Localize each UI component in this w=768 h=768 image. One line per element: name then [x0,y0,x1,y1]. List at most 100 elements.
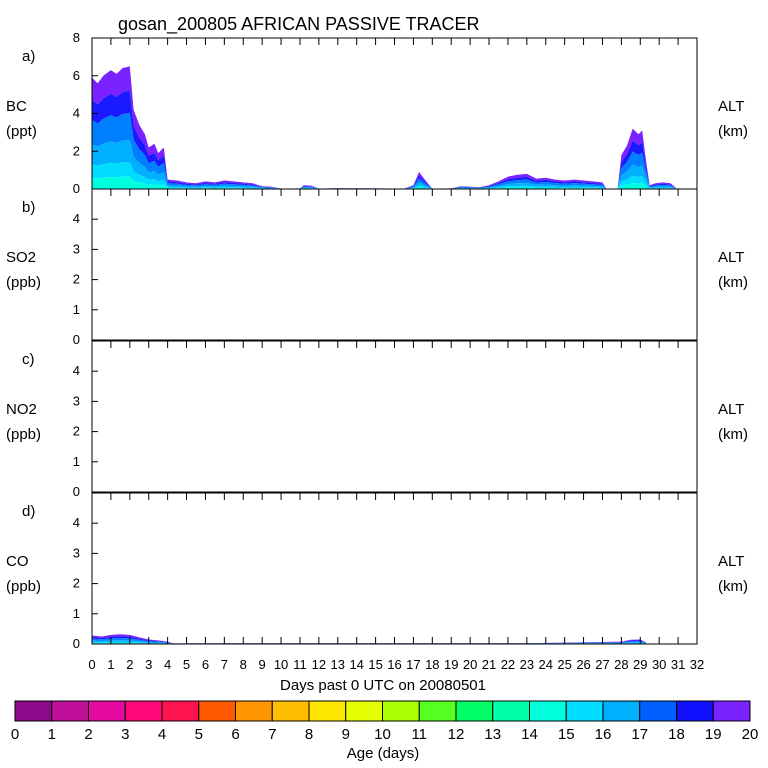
x-tick-label: 8 [240,657,247,672]
unit-label: (ppt) [6,123,37,140]
x-tick-label: 14 [349,657,363,672]
y-tick-label: 4 [73,363,80,378]
colorbar-tick-label: 20 [742,726,759,743]
x-tick-label: 30 [652,657,666,672]
colorbar-tick-label: 11 [411,726,427,743]
colorbar-swatch [712,700,751,722]
y-tick-label: 1 [73,302,80,317]
panel-bc: 0 2 4 6 8 a) BC (ppt) ALT (km) [6,30,748,196]
x-tick-label: 31 [671,657,685,672]
colorbar-tick-label: 4 [158,726,166,743]
y-tick-label: 2 [73,576,80,591]
colorbar-tick-label: 2 [84,726,92,743]
panel-letter: d) [22,503,35,520]
colorbar-swatch [455,700,494,722]
age-band-4 [92,90,677,189]
x-tick-label: 26 [576,657,590,672]
colorbar-swatch [529,700,567,722]
x-axis: 0 1 2 3 4 5 6 7 8 9 10 11 12 13 14 15 16 17 18 19 20 21 22 23 24… [88,657,704,672]
y-tick-label: 0 [73,181,80,196]
right-axis-unit: (km) [718,578,748,595]
y-tick-label: 8 [73,30,80,45]
x-tick-label: 7 [221,657,228,672]
colorbar-swatch [565,700,604,722]
x-tick-label: 28 [614,657,628,672]
species-label: SO2 [6,249,36,266]
x-tick-label: 4 [164,657,171,672]
y-tick-label: 2 [73,143,80,158]
y-tick-label: 0 [73,636,80,651]
panel-letter: c) [22,351,35,368]
colorbar-tick-label: 14 [521,726,538,743]
colorbar-tick-label: 6 [231,726,239,743]
colorbar-tick-label: 18 [668,726,685,743]
panel-frame [91,188,698,341]
x-tick-label: 22 [501,657,515,672]
right-axis-unit: (km) [718,123,748,140]
y-tick-label: 3 [73,241,80,256]
colorbar-swatch [418,700,457,722]
colorbar-swatch [14,700,53,722]
colorbar-tick-label: 19 [705,726,722,743]
y-tick-label: 6 [73,68,80,83]
unit-label: (ppb) [6,426,41,443]
colorbar-swatch [345,700,383,722]
right-axis-unit: (km) [718,426,748,443]
y-tick-label: 4 [73,515,80,530]
colorbar-swatch [124,700,163,722]
chart-title: gosan_200805 AFRICAN PASSIVE TRACER [118,14,480,35]
x-tick-label: 21 [482,657,496,672]
species-label: BC [6,98,27,115]
unit-label: (ppb) [6,578,41,595]
x-tick-label: 10 [274,657,288,672]
colorbar-swatch [308,700,347,722]
species-label: NO2 [6,401,37,418]
colorbar-tick-label: 13 [484,726,501,743]
y-tick-label: 1 [73,606,80,621]
x-tick-label: 3 [145,657,152,672]
right-axis-label: ALT [718,98,744,115]
age-band-4 [92,636,646,644]
age-band-5 [92,634,646,644]
colorbar-tick-label: 0 [11,726,19,743]
x-tick-label: 24 [539,657,553,672]
x-tick-label: 18 [425,657,439,672]
colorbar-swatch [271,700,310,722]
colorbar-tick-label: 8 [305,726,313,743]
colorbar-swatch [639,700,677,722]
colorbar-swatch [602,700,641,722]
colorbar-label: Age (days) [347,745,420,762]
age-band-0 [92,176,677,189]
colorbar-swatch [198,700,236,722]
right-axis-unit: (km) [718,274,748,291]
y-tick-label: 3 [73,545,80,560]
colorbar-tick-label: 3 [121,726,129,743]
x-tick-label: 20 [463,657,477,672]
y-tick-label: 1 [73,454,80,469]
colorbar-tick-label: 1 [48,726,56,743]
x-tick-label: 16 [387,657,401,672]
y-tick-label: 3 [73,393,80,408]
species-label: CO [6,553,29,570]
x-tick-label: 0 [88,657,95,672]
x-tick-label: 5 [183,657,190,672]
colorbar-tick-label: 17 [631,726,648,743]
y-tick-label: 0 [73,332,80,347]
colorbar-tick-label: 12 [448,726,465,743]
x-tick-label: 15 [368,657,382,672]
panel-frame [91,340,698,493]
x-tick-label: 6 [202,657,209,672]
colorbar-swatch [161,700,200,722]
colorbar-swatch [235,700,273,722]
right-axis-label: ALT [718,553,744,570]
x-tick-label: 2 [126,657,133,672]
x-tick-label: 9 [259,657,266,672]
colorbar-swatch [492,700,530,722]
panel-so2: 0 1 2 3 4 b) SO2 (ppb) ALT (km) [6,188,748,347]
panels: 0 2 4 6 8 a) BC (ppt) ALT (km) 0 1 2 3 4 b) SO2 (ppb) ALT (… [6,30,748,651]
x-tick-label: 12 [312,657,326,672]
unit-label: (ppb) [6,274,41,291]
colorbar: 0 1 2 3 4 5 6 7 8 9 10 11 12 13 14 15 16 17 18 19 20 [11,700,759,743]
x-tick-label: 11 [293,657,307,672]
